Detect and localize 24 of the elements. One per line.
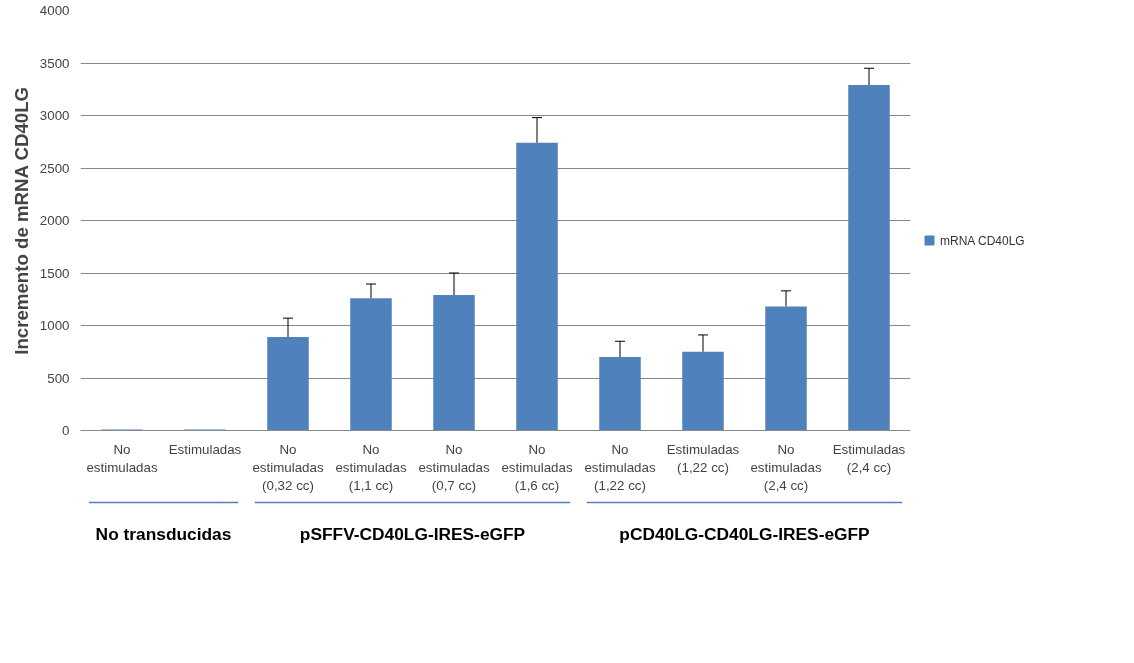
- y-tick-label: 1500: [39, 265, 70, 281]
- x-tick-label: No estimuladas (0,7 cc): [418, 441, 490, 493]
- y-axis-title: Incremento de mRNA CD40LG: [10, 86, 32, 355]
- y-tick-label: 3000: [39, 108, 70, 123]
- y-tick-label: 500: [47, 370, 70, 386]
- x-tick-label: No estimuladas (1,22 cc): [584, 441, 656, 493]
- x-tick-label: Estimuladas (2,4 cc): [832, 441, 906, 475]
- y-tick-label: 2000: [39, 213, 70, 228]
- x-tick-label: No estimuladas (1,6 cc): [501, 441, 573, 493]
- x-tick-label: Estimuladas: [168, 441, 242, 457]
- x-tick-label: No estimuladas (0,32 cc): [252, 441, 324, 493]
- y-tick-label: 3500: [39, 55, 70, 71]
- text: pCD40LG-CD40LG-IRES-eGFP: [619, 524, 870, 544]
- x-tick-label: No estimuladas (1,1 cc): [335, 441, 407, 493]
- y-tick-label: 2500: [39, 160, 70, 176]
- y-tick-label: 1000: [39, 318, 70, 333]
- legend-label: mRNA CD40LG: [940, 233, 1025, 248]
- text: No transducidas: [95, 524, 232, 544]
- x-tick-label: No estimuladas: [86, 441, 158, 475]
- x-tick-label: Estimuladas (1,22 cc): [666, 441, 740, 475]
- text: pSFFV-CD40LG-IRES-eGFP: [299, 524, 526, 544]
- x-tick-label: No estimuladas (2,4 cc): [750, 441, 822, 493]
- y-tick-label: 4000: [39, 3, 70, 18]
- y-tick-label: 0: [62, 423, 70, 438]
